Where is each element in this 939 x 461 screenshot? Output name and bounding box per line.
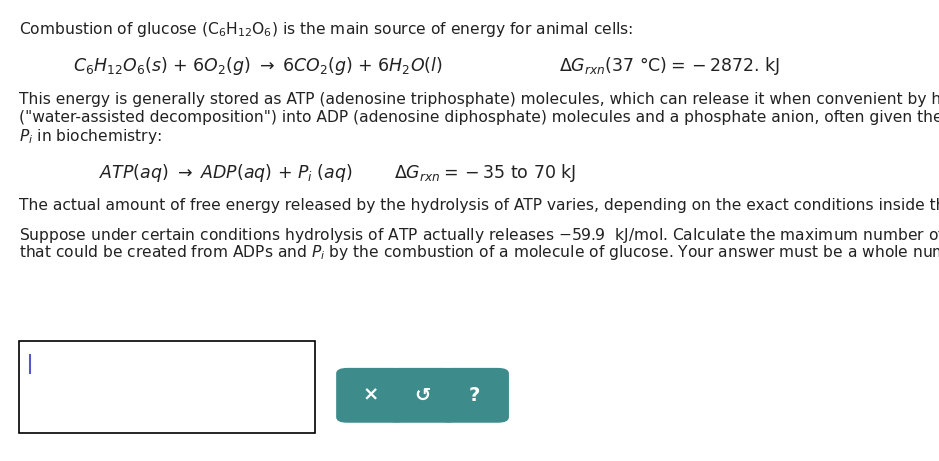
- Text: The actual amount of free energy released by the hydrolysis of ATP varies, depen: The actual amount of free energy release…: [19, 198, 939, 213]
- Text: ×: ×: [362, 386, 379, 405]
- Bar: [19, 341, 315, 433]
- Text: ↺: ↺: [414, 386, 431, 405]
- FancyBboxPatch shape: [336, 368, 406, 423]
- Text: ("water-assisted decomposition") into ADP (adenosine diphosphate) molecules and : ("water-assisted decomposition") into AD…: [19, 110, 939, 125]
- Text: ?: ?: [469, 386, 480, 405]
- FancyBboxPatch shape: [439, 368, 509, 423]
- Text: $\it{C_6H_{12}O_6}$$\it{(s)}$ + 6$\it{O_2}$$\it{(g)}$ $\rightarrow$ 6$\it{CO_2}$: $\it{C_6H_{12}O_6}$$\it{(s)}$ + 6$\it{O_…: [73, 55, 443, 77]
- Text: This energy is generally stored as ATP (adenosine triphosphate) molecules, which: This energy is generally stored as ATP (…: [19, 92, 939, 107]
- FancyBboxPatch shape: [388, 368, 457, 423]
- Text: that could be created from ADPs and $\it{P_i}$ by the combustion of a molecule o: that could be created from ADPs and $\it…: [19, 243, 939, 262]
- Text: Suppose under certain conditions hydrolysis of ATP actually releases $-$59.9  kJ: Suppose under certain conditions hydroly…: [19, 226, 939, 245]
- Text: $\it{P_i}$ in biochemistry:: $\it{P_i}$ in biochemistry:: [19, 127, 162, 146]
- Text: Combustion of glucose ($\mathregular{C_6H_{12}O_6}$) is the main source of energ: Combustion of glucose ($\mathregular{C_6…: [19, 20, 633, 39]
- Text: $\Delta G_{rxn}$$=-$35 to 70 kJ: $\Delta G_{rxn}$$=-$35 to 70 kJ: [394, 162, 577, 184]
- Text: $\Delta G_{rxn}$(37 °C)$=-$2872. kJ: $\Delta G_{rxn}$(37 °C)$=-$2872. kJ: [559, 55, 780, 77]
- Text: $\it{ATP(aq)}$ $\rightarrow$ $\it{ADP(aq)}$ + $\it{P_i}$ $\it{(aq)}$: $\it{ATP(aq)}$ $\rightarrow$ $\it{ADP(aq…: [99, 162, 352, 184]
